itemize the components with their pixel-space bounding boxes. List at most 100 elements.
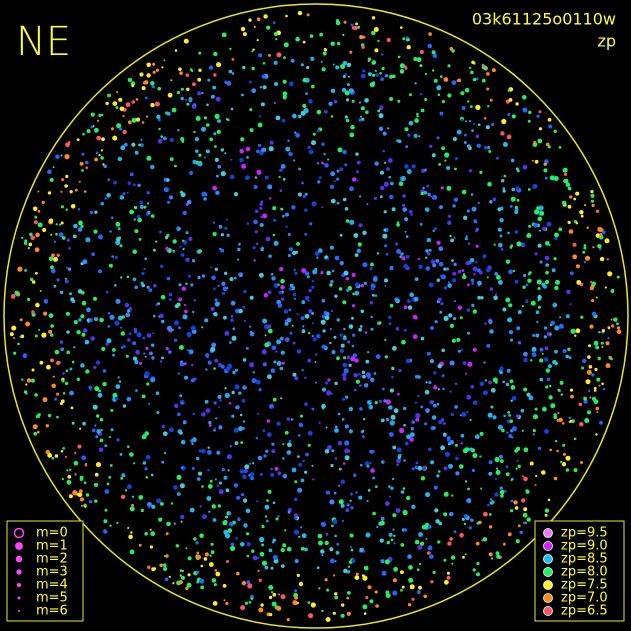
star	[531, 159, 534, 162]
star	[261, 543, 264, 547]
star	[241, 398, 246, 403]
star	[359, 384, 362, 387]
star	[496, 554, 501, 559]
star	[508, 98, 513, 102]
star	[335, 425, 338, 429]
star	[517, 524, 521, 528]
zp-symbol	[543, 541, 553, 551]
star	[411, 467, 415, 471]
star	[118, 127, 123, 131]
star	[558, 146, 562, 149]
star	[48, 329, 53, 334]
star	[321, 609, 324, 613]
star	[115, 221, 121, 227]
star	[567, 220, 571, 225]
star	[350, 548, 354, 552]
star	[145, 346, 149, 350]
star	[616, 326, 621, 330]
star	[284, 319, 287, 322]
star	[593, 340, 599, 346]
star	[88, 500, 93, 504]
star	[350, 492, 353, 496]
star	[601, 329, 605, 333]
star	[192, 159, 197, 165]
star	[439, 205, 443, 210]
star	[139, 204, 144, 210]
star	[186, 199, 192, 205]
star	[550, 403, 556, 409]
star	[398, 181, 404, 187]
star	[111, 127, 114, 131]
star	[26, 378, 32, 383]
star	[293, 497, 298, 502]
star	[575, 222, 579, 225]
star	[305, 92, 308, 95]
star	[508, 414, 511, 417]
star	[373, 277, 378, 282]
star	[461, 269, 465, 272]
star	[295, 36, 300, 42]
star	[32, 424, 38, 430]
star	[325, 311, 330, 317]
star	[230, 545, 236, 552]
star	[34, 215, 38, 219]
star	[122, 115, 125, 118]
star	[155, 240, 158, 243]
star	[402, 194, 406, 198]
star	[368, 404, 374, 410]
zp-label: zp=8.5	[561, 552, 608, 567]
star	[325, 532, 329, 536]
star	[85, 237, 91, 243]
star	[187, 274, 192, 278]
star	[336, 169, 340, 173]
star	[389, 303, 394, 308]
star	[337, 147, 343, 153]
star	[262, 85, 267, 90]
star	[179, 362, 185, 367]
zp-symbol	[543, 528, 553, 538]
star	[182, 210, 187, 216]
star	[389, 388, 394, 393]
star	[109, 464, 113, 467]
star	[265, 449, 269, 453]
star	[104, 197, 107, 200]
star	[11, 325, 17, 331]
star	[443, 315, 449, 321]
star	[99, 438, 104, 443]
star	[320, 271, 324, 275]
star	[51, 383, 56, 389]
star	[364, 98, 369, 103]
star	[213, 132, 217, 136]
star	[430, 259, 436, 264]
star	[50, 333, 54, 337]
star	[311, 84, 315, 89]
star	[409, 292, 415, 298]
star	[271, 442, 275, 446]
star	[336, 318, 340, 322]
star	[451, 259, 454, 262]
star	[477, 280, 482, 286]
star	[493, 295, 498, 301]
star	[531, 352, 537, 358]
star	[488, 150, 492, 153]
star	[564, 172, 568, 176]
star	[514, 205, 518, 209]
star	[96, 414, 100, 418]
star	[547, 117, 552, 122]
star	[177, 372, 180, 375]
star	[451, 562, 454, 565]
star	[509, 419, 513, 423]
star	[460, 118, 464, 121]
star	[575, 264, 580, 269]
star	[76, 330, 81, 335]
star	[74, 188, 78, 192]
star	[409, 93, 412, 97]
star	[331, 269, 335, 273]
star	[321, 67, 326, 72]
star	[69, 190, 73, 194]
star	[120, 326, 123, 329]
star	[355, 379, 360, 384]
star	[431, 153, 436, 158]
star	[240, 137, 245, 142]
star	[365, 595, 369, 600]
